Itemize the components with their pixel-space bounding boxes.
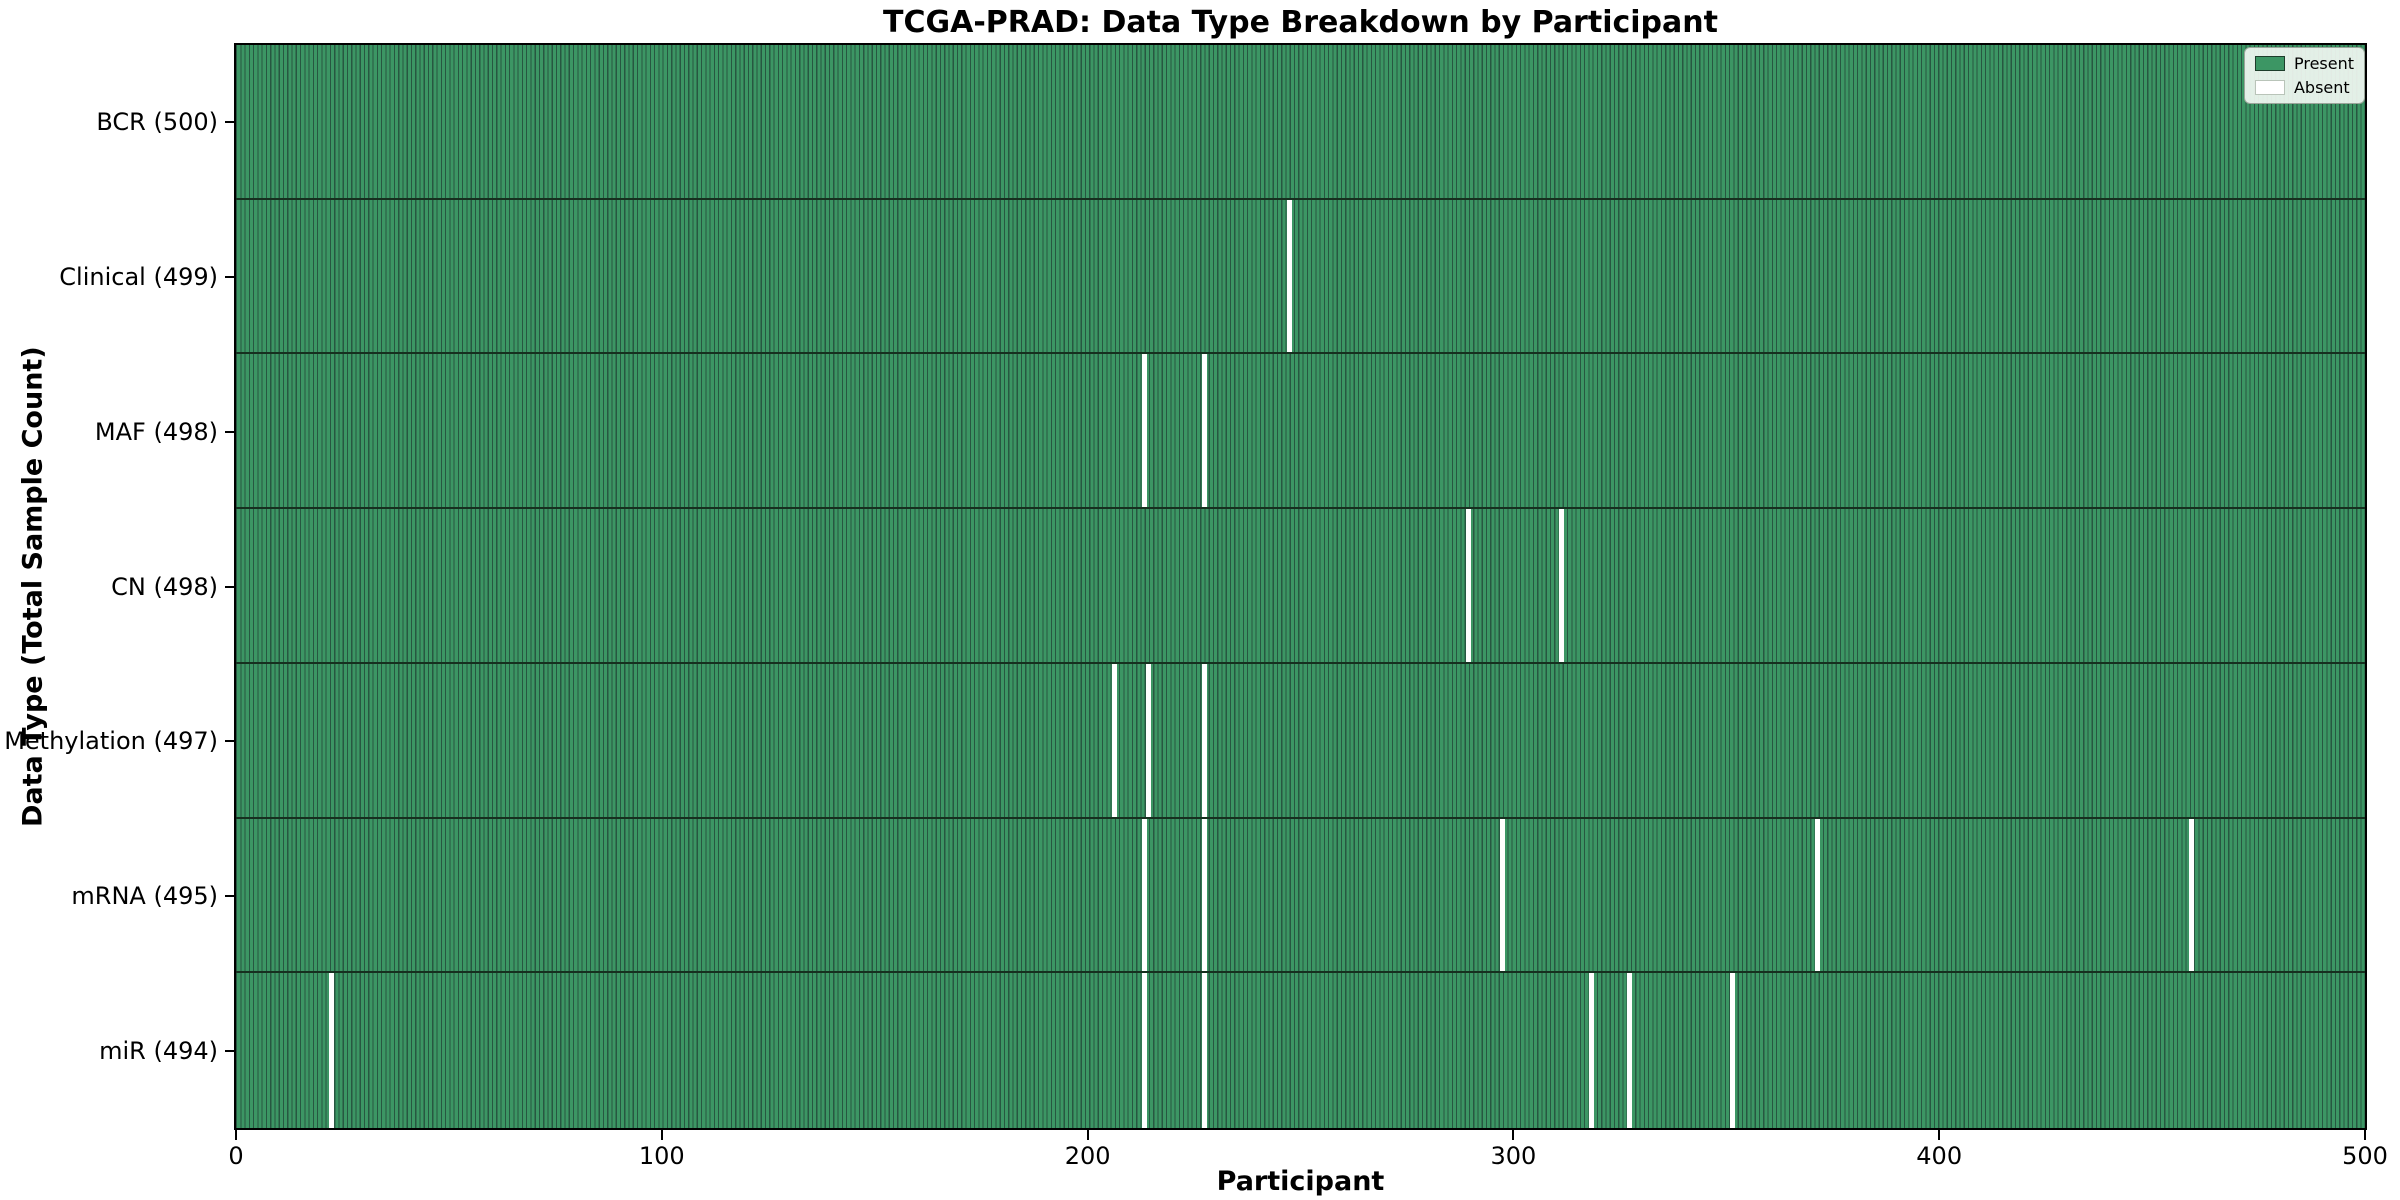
absent-gap [1146, 663, 1152, 817]
legend-item-absent: Absent [2254, 78, 2354, 97]
chart-title: TCGA-PRAD: Data Type Breakdown by Partic… [883, 5, 1718, 40]
absent-gap [1814, 818, 1820, 972]
legend-label-present: Present [2293, 54, 2354, 73]
absent-gap [1141, 354, 1147, 508]
y-tick-mark [225, 430, 234, 433]
x-tick-label: 300 [1490, 1142, 1537, 1170]
absent-swatch-icon [2254, 80, 2285, 95]
y-tick-label-bcr: BCR (500) [96, 108, 218, 137]
x-tick-mark [1938, 1130, 1941, 1140]
y-tick-label-clinical: Clinical (499) [59, 263, 218, 292]
absent-gap [1141, 973, 1147, 1128]
absent-gap [1499, 818, 1505, 972]
absent-gap [1201, 818, 1207, 972]
y-tick-mark [225, 121, 234, 124]
x-tick-label: 0 [228, 1142, 244, 1170]
y-tick-mark [225, 894, 234, 897]
absent-gap [1465, 509, 1471, 662]
legend: Present Absent [2243, 47, 2365, 104]
x-tick-label: 100 [638, 1142, 685, 1170]
absent-gap [1201, 973, 1207, 1128]
plot-area [234, 43, 2367, 1130]
row-band-bcr [236, 45, 2365, 200]
absent-gap [1201, 663, 1207, 817]
y-tick-mark [225, 740, 234, 743]
x-tick-mark [235, 1130, 237, 1140]
x-tick-label: 200 [1064, 1142, 1111, 1170]
absent-gap [328, 973, 334, 1128]
absent-gap [1589, 973, 1595, 1128]
y-tick-mark [225, 585, 234, 588]
present-swatch-icon [2254, 56, 2285, 71]
row-band-clinical [236, 199, 2365, 355]
y-tick-label-mrna: mRNA (495) [71, 881, 218, 910]
row-band-methylation [236, 663, 2365, 819]
y-tick-label-methylation: Methylation (497) [4, 727, 218, 756]
absent-gap [2189, 818, 2195, 972]
x-tick-mark [1512, 1130, 1515, 1140]
x-tick-mark [660, 1130, 663, 1140]
absent-gap [1559, 509, 1565, 662]
x-tick-label: 400 [1916, 1142, 1963, 1170]
y-tick-mark [225, 276, 234, 279]
row-band-cn [236, 509, 2365, 664]
absent-gap [1286, 199, 1292, 353]
y-tick-label-mir: miR (494) [99, 1036, 218, 1065]
y-tick-label-maf: MAF (498) [94, 417, 218, 446]
legend-label-absent: Absent [2293, 78, 2350, 97]
x-tick-label: 500 [2342, 1142, 2388, 1170]
y-tick-label-cn: CN (498) [111, 572, 218, 601]
x-tick-mark [1086, 1130, 1089, 1140]
legend-item-present: Present [2254, 54, 2354, 73]
y-tick-mark [225, 1049, 234, 1052]
row-band-mir [236, 973, 2365, 1128]
absent-gap [1729, 973, 1735, 1128]
x-axis-label: Participant [1216, 1166, 1385, 1197]
absent-gap [1112, 663, 1118, 817]
absent-gap [1627, 973, 1633, 1128]
absent-gap [1201, 354, 1207, 508]
row-band-mrna [236, 818, 2365, 974]
row-band-maf [236, 354, 2365, 510]
absent-gap [1141, 818, 1147, 972]
x-tick-mark [2364, 1130, 2366, 1140]
